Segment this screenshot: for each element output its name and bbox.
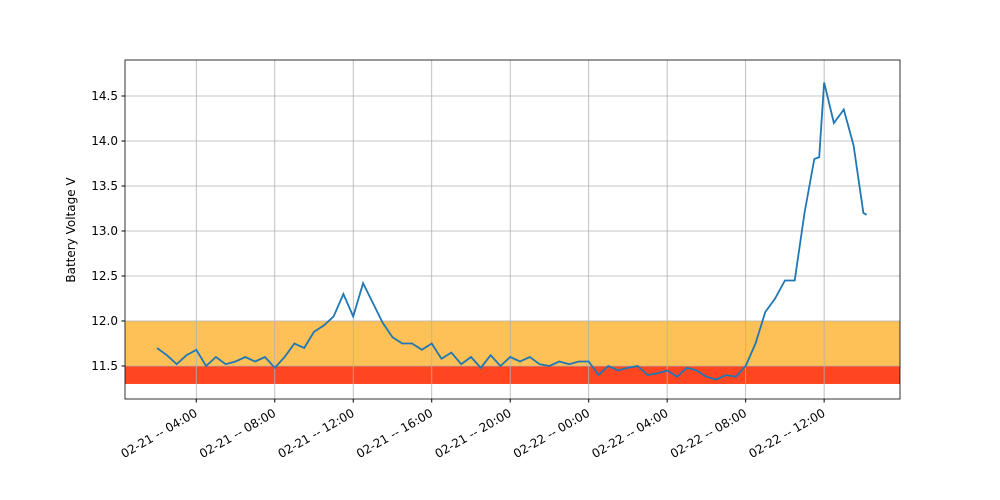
plot-frame: [124, 59, 901, 400]
x-tick-label: 02-21 -- 08:00: [197, 406, 278, 461]
x-tick-label: 02-21 -- 20:00: [432, 406, 513, 461]
x-tick-label: 02-21 -- 12:00: [275, 406, 356, 461]
x-tick-label: 02-22 -- 12:00: [746, 406, 827, 461]
y-tick-label: 12.5: [91, 269, 118, 283]
y-tick-label: 11.5: [91, 359, 118, 373]
y-tick-label: 14.5: [91, 89, 118, 103]
x-tick-label: 02-22 -- 00:00: [511, 406, 592, 461]
y-tick-label: 13.5: [91, 179, 118, 193]
data-line: [156, 82, 868, 381]
y-axis-label: Battery Voltage V: [64, 177, 78, 283]
x-tick-label: 02-21 -- 04:00: [119, 406, 200, 461]
x-tick-label: 02-22 -- 08:00: [668, 406, 749, 461]
y-tick-label: 13.0: [91, 224, 118, 238]
x-tick-label: 02-22 -- 04:00: [589, 406, 670, 461]
y-tick-label: 12.0: [91, 314, 118, 328]
y-tick-label: 14.0: [91, 134, 118, 148]
x-tick-label: 02-21 -- 16:00: [354, 406, 435, 461]
threshold-band: [125, 365, 900, 384]
